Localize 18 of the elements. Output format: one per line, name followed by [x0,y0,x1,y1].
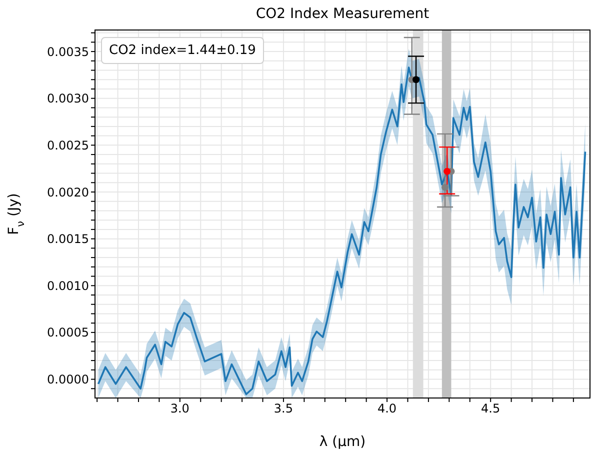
x-tick-label: 3.5 [274,402,294,416]
chart-title: CO2 Index Measurement [254,6,430,22]
annotation: CO2 index=1.44±0.19 [101,37,264,64]
point [412,76,420,84]
y-tick-label: 0.0025 [47,138,89,152]
y-tick-label: 0.0015 [47,232,89,246]
y-tick-label: 0.0005 [47,326,89,340]
x-tick-label: 3.0 [170,402,190,416]
y-tick-label: 0.0030 [47,92,89,106]
x-tick-label: 4.5 [481,402,500,416]
point [442,184,449,191]
y-tick-label: 0.0020 [47,185,89,200]
x-axis-title: λ (μm) [319,434,366,450]
x-tick-label: 4.0 [377,402,397,416]
y-tick-label: 0.0000 [47,372,89,387]
y-tick-label: 0.0010 [47,278,89,293]
y-tick-label: 0.0035 [47,44,89,59]
point [444,168,451,175]
